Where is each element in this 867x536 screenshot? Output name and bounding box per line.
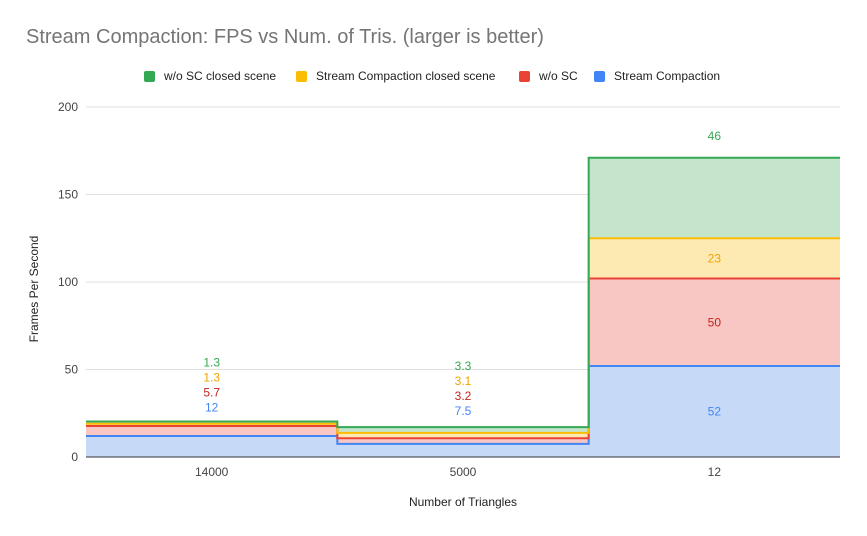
y-tick-label: 200 bbox=[58, 100, 78, 114]
data-label: 46 bbox=[708, 129, 722, 143]
stacked-area-series bbox=[86, 156, 840, 457]
x-tick-label: 12 bbox=[708, 465, 722, 479]
data-label: 50 bbox=[708, 315, 722, 329]
legend-item-stream-compaction[interactable]: Stream Compaction bbox=[594, 66, 720, 86]
data-label: 12 bbox=[205, 400, 219, 414]
data-label: 7.5 bbox=[455, 404, 472, 418]
area-fill-1 bbox=[86, 278, 840, 444]
data-label: 52 bbox=[708, 405, 722, 419]
series-line-3 bbox=[86, 156, 840, 429]
series-line-0 bbox=[86, 365, 840, 445]
data-label: 1.3 bbox=[203, 355, 220, 369]
legend-label: Stream Compaction bbox=[614, 69, 721, 83]
data-label: 23 bbox=[708, 251, 722, 265]
area-fill-0 bbox=[86, 366, 840, 457]
series-line-2 bbox=[86, 237, 840, 434]
y-tick-label: 50 bbox=[65, 363, 79, 377]
legend-item-wo-sc-closed-scene[interactable]: w/o SC closed scene bbox=[144, 66, 276, 86]
y-tick-label: 0 bbox=[71, 450, 78, 464]
data-labels: 12 7.5 52 5.7 3.2 50 1.3 3.1 23 1.3 3.3 46 bbox=[203, 129, 721, 419]
area-fill-3 bbox=[86, 157, 840, 433]
legend-swatch-blue bbox=[594, 70, 605, 82]
legend-label: w/o SC closed scene bbox=[164, 69, 277, 83]
y-axis-title: Frames Per Second bbox=[27, 236, 41, 343]
data-label: 5.7 bbox=[203, 385, 220, 399]
legend-swatch-red bbox=[519, 70, 530, 82]
area-fill-2 bbox=[86, 238, 840, 439]
legend-swatch-yellow bbox=[296, 70, 307, 82]
x-axis-title: Number of Triangles bbox=[409, 495, 517, 509]
data-label: 3.3 bbox=[455, 359, 472, 373]
legend-item-wo-sc[interactable]: w/o SC bbox=[519, 66, 578, 86]
axes: 0 50 100 150 200 14000 5000 12 bbox=[58, 100, 840, 479]
chart-title: Stream Compaction: FPS vs Num. of Tris. … bbox=[26, 26, 544, 48]
y-tick-label: 100 bbox=[58, 275, 78, 289]
legend-label: w/o SC bbox=[539, 69, 578, 83]
legend-label: Stream Compaction closed scene bbox=[316, 69, 496, 83]
y-tick-label: 150 bbox=[58, 188, 78, 202]
x-tick-label: 5000 bbox=[450, 465, 477, 479]
series-line-1 bbox=[86, 277, 840, 440]
legend-swatch-green bbox=[144, 70, 155, 82]
legend-item-stream-compaction-closed-scene[interactable]: Stream Compaction closed scene bbox=[296, 66, 495, 86]
data-label: 1.3 bbox=[203, 370, 220, 384]
x-tick-label: 14000 bbox=[195, 465, 229, 479]
legend: w/o SC closed scene Stream Compaction cl… bbox=[0, 66, 867, 86]
data-label: 3.2 bbox=[455, 389, 472, 403]
data-label: 3.1 bbox=[455, 374, 472, 388]
